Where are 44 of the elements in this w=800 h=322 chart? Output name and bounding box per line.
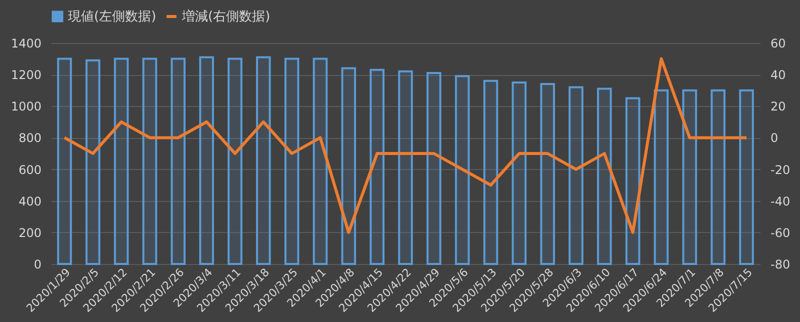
bar [739,89,754,265]
y-tick-label: 1000 [10,100,42,114]
y-tick-label: 1400 [10,36,42,50]
y2-tick-label: -20 [770,162,790,177]
y2-tick-label: 60 [770,36,786,50]
bar [398,70,413,265]
y2-tick-label: 40 [770,68,786,82]
bar [710,89,726,265]
line-series [63,57,748,234]
legend-label: 増減(右側数据) [181,8,270,24]
bar [284,58,300,265]
bar [341,67,356,265]
bar [625,97,640,265]
y2-tick-label: -80 [770,258,790,272]
y-tick-label: 400 [18,194,42,208]
bar [512,81,527,265]
y-tick-label: 200 [18,226,42,240]
y-tick-label: 600 [18,162,42,177]
bar [170,58,186,265]
bar [142,58,158,265]
bar [86,59,100,265]
y2-tick-label: 0 [770,131,778,146]
legend-label: 現値(左側数据) [68,10,156,24]
bar [682,89,698,265]
y2-tick-label: 20 [770,100,786,114]
bar [57,58,72,265]
bar [597,88,612,265]
y-tick-label: 1200 [10,68,42,82]
bar [256,56,271,265]
bar [114,58,129,265]
bar [540,83,555,265]
bar [370,68,384,265]
y2-tick-label: -40 [770,194,790,208]
y2-tick-label: -60 [770,226,790,240]
bar [199,56,214,265]
bar [654,89,669,265]
bar [228,58,242,265]
y-tick-label: 800 [18,131,42,146]
bar [426,72,442,265]
bar [312,58,328,265]
bar [454,75,470,265]
bar [483,80,498,265]
y-tick-label: 0 [34,258,42,272]
bar [568,86,584,265]
